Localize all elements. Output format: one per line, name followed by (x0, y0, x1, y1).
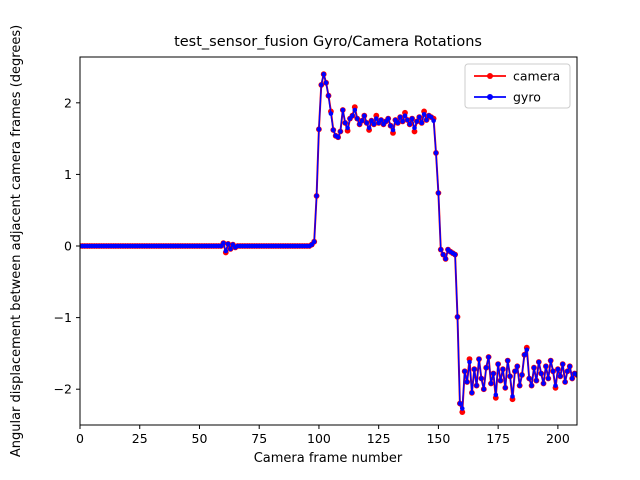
legend-entry-gyro: gyro (474, 90, 541, 105)
y-tick-label: 2 (64, 95, 72, 110)
data-series (80, 71, 577, 415)
camera-markers (80, 71, 577, 415)
x-tick-label: 100 (307, 431, 331, 446)
legend-entry-camera: camera (474, 69, 560, 84)
x-axis-label: Camera frame number (254, 451, 403, 466)
gyro-line (80, 73, 577, 410)
legend-gyro-label: gyro (513, 90, 541, 105)
y-tick-label: −1 (54, 310, 72, 325)
y-tick-label: 1 (64, 167, 72, 182)
x-tick-label: 75 (251, 431, 267, 446)
x-tick-label: 50 (192, 431, 208, 446)
y-axis-ticks: −2 −1 0 1 2 (54, 95, 80, 397)
x-tick-label: 25 (132, 431, 148, 446)
x-axis-ticks: 0 25 50 75 100 125 150 175 200 (76, 425, 570, 446)
x-tick-label: 0 (76, 431, 84, 446)
chart-title: test_sensor_fusion Gyro/Camera Rotations (174, 34, 482, 50)
x-tick-label: 125 (367, 431, 391, 446)
x-tick-label: 175 (486, 431, 510, 446)
x-tick-label: 150 (426, 431, 450, 446)
y-tick-label: −2 (54, 382, 72, 397)
gyro-markers (80, 71, 577, 411)
plot-border (79, 56, 578, 426)
legend-camera-label: camera (513, 69, 560, 84)
y-tick-label: 0 (64, 239, 72, 254)
y-axis-label: Angular displacement between adjacent ca… (9, 25, 24, 457)
x-tick-label: 200 (546, 431, 570, 446)
legend-gyro-marker (487, 94, 493, 100)
legend: camera gyro (464, 63, 571, 109)
plot-layer: 0 25 50 75 100 125 150 175 200 −2 −1 0 1 2 camera gyro (54, 56, 578, 446)
legend-camera-marker (487, 73, 493, 79)
